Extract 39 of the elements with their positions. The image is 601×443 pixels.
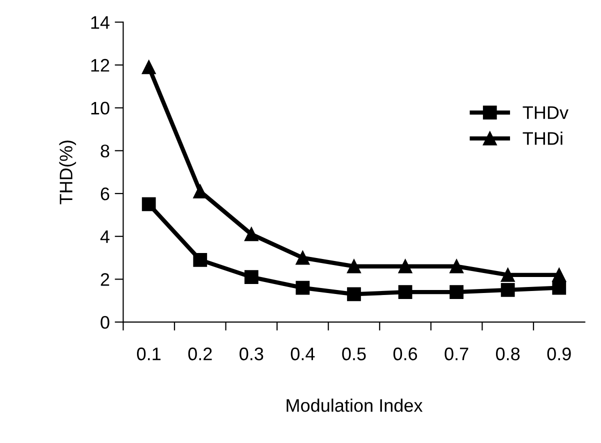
x-tick-label: 0.7 <box>444 348 468 360</box>
y-tick-label: 8 <box>100 144 110 158</box>
y-tick-label: 6 <box>100 187 110 200</box>
legend-label: THDi <box>522 132 562 145</box>
point <box>347 259 361 274</box>
legend-label: THDv <box>522 106 568 119</box>
x-tick-label: 0.1 <box>137 348 161 360</box>
point <box>500 282 515 297</box>
x-axis-title: Modulation Index <box>286 398 423 412</box>
x-tick-label: 0.9 <box>547 348 571 360</box>
y-tick-label: 14 <box>91 16 110 29</box>
point <box>142 60 156 74</box>
y-tick-label: 2 <box>100 273 110 286</box>
point <box>552 280 566 295</box>
x-tick-label: 0.8 <box>496 348 520 360</box>
point <box>244 227 258 242</box>
y-axis-title: THD(%) <box>59 140 76 204</box>
y-tick-label: 0 <box>100 316 110 329</box>
point <box>450 259 464 274</box>
point <box>500 268 515 282</box>
y-tick-label: 12 <box>91 58 110 72</box>
point <box>450 285 464 300</box>
point <box>296 280 310 295</box>
x-tick-label: 0.4 <box>290 348 315 360</box>
x-tick-label: 0.6 <box>393 348 418 360</box>
y-tick-label: 4 <box>100 230 110 243</box>
point <box>398 259 412 274</box>
x-tick-label: 0.2 <box>188 348 212 360</box>
point <box>296 250 310 265</box>
point <box>347 287 361 302</box>
point <box>398 285 412 300</box>
x-tick-label: 0.5 <box>342 348 366 360</box>
point <box>193 184 208 198</box>
y-tick-label: 10 <box>91 102 110 115</box>
point <box>552 268 566 282</box>
x-tick-label: 0.3 <box>240 348 264 360</box>
point <box>193 252 208 267</box>
point <box>142 197 156 212</box>
point <box>244 270 258 284</box>
